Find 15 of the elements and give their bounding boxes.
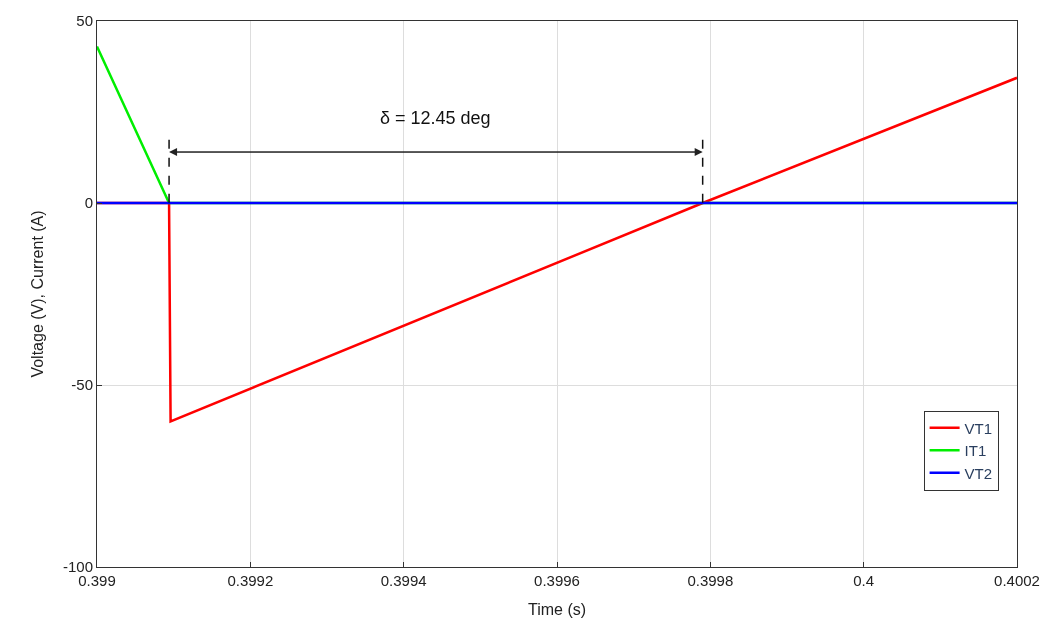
x-tick-label: 0.4002 [994, 572, 1040, 589]
y-tick-label: 0 [84, 194, 93, 212]
y-tick-label: 50 [76, 12, 93, 30]
x-tick-label: 0.3998 [687, 572, 734, 589]
x-tick-label: 0.3992 [227, 572, 274, 589]
x-tick-label: 0.4 [853, 572, 875, 589]
x-axis-title: Time (s) [527, 600, 587, 618]
legend-label: VT1 [964, 419, 993, 437]
y-axis-title: Voltage (V), Current (A) [28, 210, 46, 378]
annotation: δ = 12.45 deg [380, 108, 491, 128]
legend-label: IT1 [964, 442, 987, 460]
x-tick-label: 0.3996 [534, 572, 580, 589]
legend-label: VT2 [964, 464, 993, 482]
y-tick-label: -50 [71, 376, 93, 394]
x-tick-label: 0.3994 [380, 572, 427, 589]
